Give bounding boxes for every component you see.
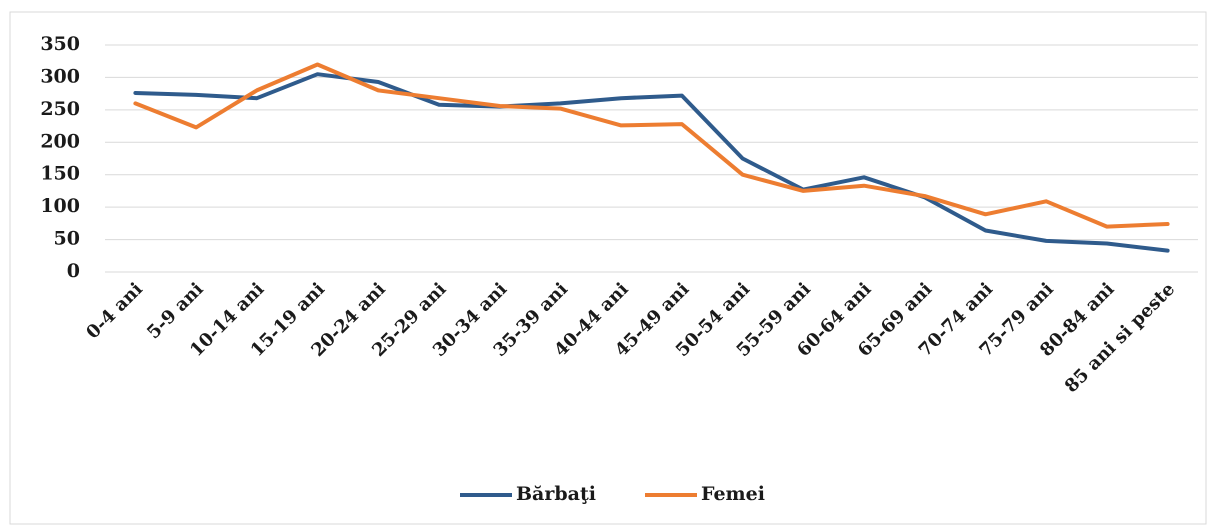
x-tick-label: 0-4 ani [82,279,147,344]
y-tick-label: 300 [40,65,80,87]
y-tick-label: 0 [67,260,80,282]
series-line [133,62,1170,229]
legend-label: Bărbaţi [516,483,596,505]
y-tick-label: 250 [40,98,80,120]
x-tick-label: 85 ani si peste [1061,279,1179,397]
series-line [133,72,1170,253]
y-tick-label: 150 [40,163,80,185]
y-tick-label: 100 [40,195,80,217]
chart-border [9,11,1207,525]
y-tick-label: 350 [40,33,80,55]
legend-label: Femei [701,483,765,505]
y-tick-label: 50 [54,228,80,250]
y-tick-label: 200 [40,130,80,152]
